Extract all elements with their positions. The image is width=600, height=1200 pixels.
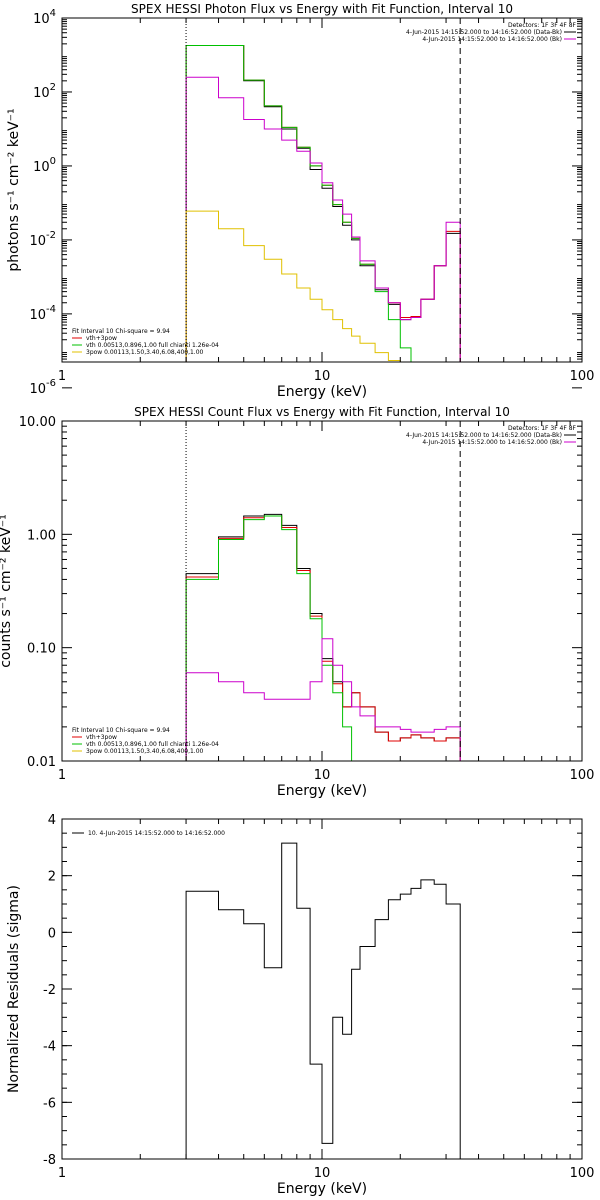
x-tick-label: 10 [314, 768, 331, 783]
y-axis-label: counts s⁻¹ cm⁻² keV⁻¹ [0, 514, 14, 668]
legend-entry: vth 0.00513,0.896,1.00 full chianti 1.26… [86, 342, 219, 349]
series-group [185, 842, 461, 1159]
chart-title: SPEX HESSI Count Flux vs Energy with Fit… [134, 405, 510, 419]
legend-entry: 10. 4-Jun-2015 14:15:52.000 to 14:16:52.… [88, 830, 225, 837]
y-tick-label: -2 [43, 983, 56, 998]
x-tick-label: 1 [58, 369, 66, 384]
y-tick-exponent: -2 [46, 230, 56, 241]
x-tick-label: 1 [58, 1166, 66, 1181]
y-tick-exponent: 2 [50, 82, 56, 93]
y-tick-label: 2 [48, 870, 56, 885]
detectors-label: Detectors: 1F 3F 4F 8F [508, 425, 577, 432]
legend-title: Fit Interval 10 Chi-square = 9.94 [72, 328, 170, 335]
header-time-range: 4-Jun-2015 14:15:52.000 to 14:16:52.000 … [422, 36, 562, 43]
plot-frame [61, 420, 583, 762]
series-line-3 [185, 515, 361, 761]
legend-entry: 3pow 0.00113,1.50,3.40,6.08,400,1.00 [86, 349, 204, 356]
x-axis-label: Energy (keV) [277, 1181, 367, 1197]
x-tick-label: 100 [570, 1166, 595, 1181]
y-tick-exponent: -6 [46, 378, 56, 389]
y-tick-label: 102 [33, 82, 56, 101]
y-tick-label: 0 [48, 926, 56, 941]
y-axis-label: Normalized Residuals (sigma) [6, 885, 22, 1093]
y-tick-exponent: 0 [50, 156, 56, 167]
y-tick-label: 0.10 [27, 642, 56, 657]
y-tick-label: 4 [48, 813, 56, 828]
detectors-label: Detectors: 1F 3F 4F 8F [508, 22, 577, 29]
y-tick-label: -4 [43, 1040, 56, 1055]
x-axis-label: Energy (keV) [277, 783, 367, 799]
chart-title: SPEX HESSI Photon Flux vs Energy with Fi… [131, 2, 513, 16]
x-tick-label: 100 [570, 768, 595, 783]
y-tick-label: 10-4 [29, 304, 56, 323]
header-time-range: 4-Jun-2015 14:15:52.000 to 14:16:52.000 … [422, 439, 562, 446]
x-tick-label: 1 [58, 768, 66, 783]
series-group [185, 513, 461, 761]
y-tick-base: 10 [29, 382, 46, 397]
y-tick-label: 0.01 [27, 755, 56, 770]
y-tick-base: 10 [33, 86, 50, 101]
series-line-4 [185, 638, 461, 761]
series-group [185, 45, 461, 362]
y-tick-label: -8 [43, 1153, 56, 1168]
y-tick-base: 10 [29, 234, 46, 249]
legend-title: Fit Interval 10 Chi-square = 9.94 [72, 727, 170, 734]
series-line-5 [185, 210, 401, 362]
x-tick-label: 100 [570, 369, 595, 384]
y-tick-label: 1.00 [27, 528, 56, 543]
y-tick-exponent: 4 [50, 8, 56, 19]
y-tick-label: 100 [33, 156, 56, 175]
plot-frame [61, 17, 583, 363]
y-tick-label: 104 [33, 8, 56, 27]
y-tick-label: 10-2 [29, 230, 56, 249]
y-tick-label: -6 [43, 1096, 56, 1111]
y-axis-label: photons s⁻¹ cm⁻² keV⁻¹ [6, 108, 22, 271]
x-tick-label: 10 [314, 369, 331, 384]
y-tick-base: 10 [29, 308, 46, 323]
legend-entry: vth+3pow [86, 734, 117, 741]
legend-entry: 3pow 0.00113,1.50,3.40,6.08,400,1.00 [86, 748, 204, 755]
series-line-2 [185, 45, 461, 362]
legend-entry: vth 0.00513,0.896,1.00 full chianti 1.26… [86, 741, 219, 748]
header-time-range: 4-Jun-2015 14:15:52.000 to 14:16:52.000 … [406, 29, 562, 36]
y-tick-base: 10 [33, 160, 50, 175]
plot-panel-3: 1 10 100 Energy (keV) 4 2 0 -2 -4 -6 -8 Normalized … [6, 813, 594, 1197]
y-tick-exponent: -4 [46, 304, 56, 315]
series-line-2 [185, 515, 461, 761]
x-tick-label: 10 [314, 1166, 331, 1181]
y-tick-label: 10-6 [29, 378, 56, 397]
series-line-3 [185, 45, 412, 362]
y-tick-label: 10.00 [19, 415, 56, 430]
series-line-1 [185, 842, 461, 1159]
x-axis-label: Energy (keV) [277, 384, 367, 400]
y-tick-base: 10 [33, 12, 50, 27]
plot-panel-1: SPEX HESSI Photon Flux vs Energy with Fi… [6, 2, 594, 400]
legend-entry: vth+3pow [86, 335, 117, 342]
series-line-4 [185, 76, 461, 362]
header-time-range: 4-Jun-2015 14:15:52.000 to 14:16:52.000 … [406, 432, 562, 439]
plot-panel-2: SPEX HESSI Count Flux vs Energy with Fit… [0, 405, 594, 799]
